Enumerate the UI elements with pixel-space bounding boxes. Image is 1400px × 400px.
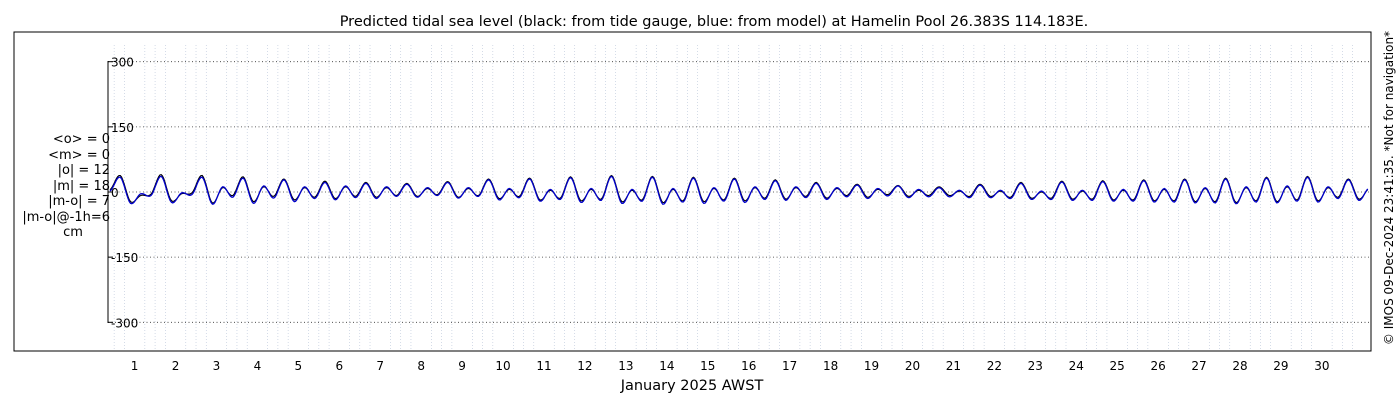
stat-abs-observed: |o| = 12 [57, 163, 110, 178]
x-tick-label: 9 [458, 359, 466, 373]
x-tick-label: 23 [1028, 359, 1043, 373]
x-tick-label: 17 [782, 359, 797, 373]
x-tick-label: 13 [618, 359, 633, 373]
x-tick-label: 16 [741, 359, 756, 373]
series-line-model [109, 175, 1369, 205]
x-tick-label: 10 [495, 359, 510, 373]
x-tick-label: 24 [1069, 359, 1084, 373]
x-axis-label: January 2025 AWST [620, 378, 764, 394]
x-tick-label: 11 [536, 359, 551, 373]
copyright-note: © IMOS 09-Dec-2024 23:41:35. *Not for na… [1382, 31, 1396, 345]
y-tick-label: 300 [111, 56, 134, 70]
x-tick-label: 14 [659, 359, 674, 373]
y-tick-label: 150 [111, 121, 134, 135]
stat-mean-model: <m> = 0 [48, 147, 110, 163]
x-tick-label: 20 [905, 359, 920, 373]
x-tick-label: 5 [295, 359, 303, 373]
x-tick-label: 12 [577, 359, 592, 373]
y-tick-label: -150 [111, 251, 138, 265]
x-tick-label: 29 [1273, 359, 1288, 373]
outer-frame [13, 31, 1372, 352]
x-tick-label: 26 [1150, 359, 1165, 373]
x-tick-label: 3 [213, 359, 221, 373]
x-tick-label: 28 [1232, 359, 1247, 373]
x-tick-label: 8 [417, 359, 425, 373]
x-tick-label: 1 [131, 359, 139, 373]
x-tick-label: 6 [335, 359, 343, 373]
y-tick-label: -300 [111, 316, 138, 330]
x-tick-label: 22 [987, 359, 1002, 373]
x-tick-label: 27 [1191, 359, 1206, 373]
stat-mean-observed: <o> = 0 [52, 132, 110, 147]
x-tick-label: 30 [1314, 359, 1329, 373]
statistics-panel: <o> = 0 <m> = 0 |o| = 12 |m| = 18 |m-o| … [14, 132, 110, 241]
x-tick-label: 15 [700, 359, 715, 373]
x-tick-label: 19 [864, 359, 879, 373]
x-tick-label: 18 [823, 359, 838, 373]
x-tick-label: 25 [1110, 359, 1125, 373]
y-tick-label: 0 [111, 186, 119, 200]
x-tick-label: 2 [172, 359, 180, 373]
stat-abs-diff-lag: |m-o|@-1h=6 [22, 209, 110, 225]
stat-abs-model: |m| = 18 [52, 178, 110, 194]
chart-title: Predicted tidal sea level (black: from t… [340, 14, 1089, 30]
stat-unit: cm [63, 225, 83, 240]
x-tick-label: 21 [946, 359, 961, 373]
x-tick-label: 4 [254, 359, 262, 373]
x-tick-label: 7 [376, 359, 384, 373]
stat-abs-diff: |m-o| = 7 [48, 194, 110, 209]
